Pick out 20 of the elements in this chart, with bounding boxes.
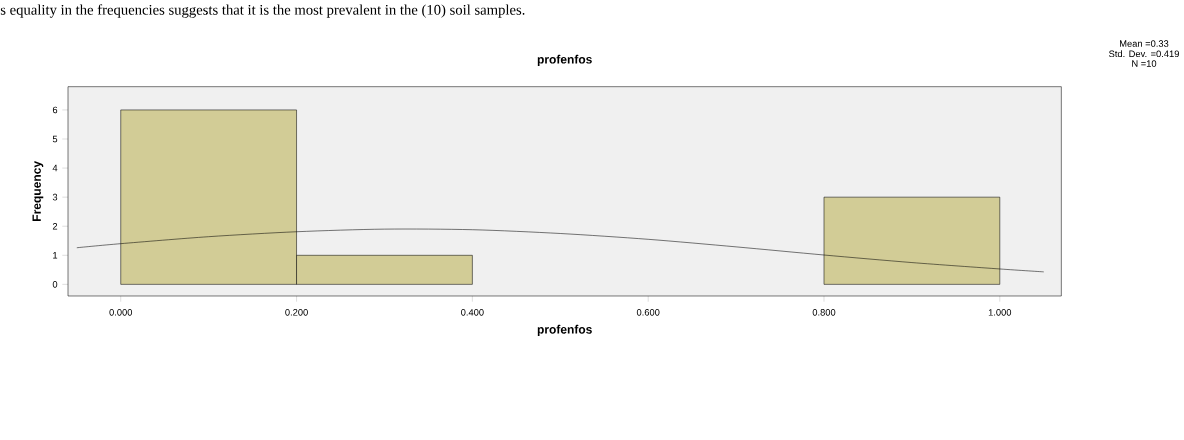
x-tick-label: 0.400 xyxy=(461,309,484,316)
y-tick-label: 3 xyxy=(52,193,58,201)
text: N =10 xyxy=(1132,60,1157,67)
y-axis-title: Frequency xyxy=(32,161,44,221)
x-tick-label: 0.800 xyxy=(812,309,836,316)
x-tick-label: 0.200 xyxy=(285,309,308,316)
text: Std. Dev. =0.419 xyxy=(1109,50,1179,58)
x-tick-label: 1.000 xyxy=(988,309,1012,316)
y-tick-label: 5 xyxy=(52,135,58,143)
y-tick-label: 1 xyxy=(53,252,58,259)
x-tick-label: 0.600 xyxy=(636,309,660,316)
x-axis-title: profenfos xyxy=(537,324,592,337)
x-tick-label: 0.000 xyxy=(109,309,133,316)
chart-title: profenfos xyxy=(537,54,592,66)
text: s equality in the frequencies suggests that it is the most prevalent in the (10) soil samples. xyxy=(0,4,525,18)
y-tick-label: 0 xyxy=(52,281,58,288)
text: Mean =0.33 xyxy=(1120,40,1169,47)
y-tick-label: 4 xyxy=(52,164,58,172)
y-tick-label: 2 xyxy=(52,222,58,230)
y-tick-label: 6 xyxy=(52,106,58,114)
